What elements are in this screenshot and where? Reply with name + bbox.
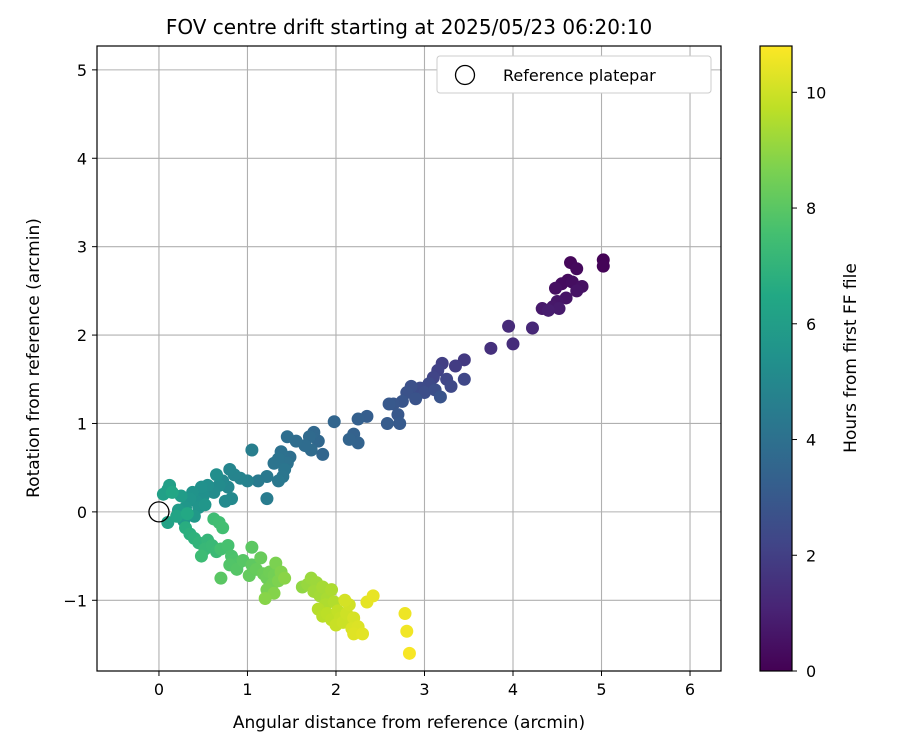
data-point [506,337,520,351]
data-point [198,498,212,512]
grid-lines [97,46,721,671]
legend-marker [454,64,476,86]
data-point [325,583,339,597]
colorbar-gradient [759,45,793,672]
data-point [400,624,414,638]
data-point [541,303,555,317]
data-point [393,416,407,430]
x-tick-label: 0 [154,680,164,699]
x-tick-label: 4 [508,680,518,699]
y-tick-label: 3 [77,238,87,257]
reference-marker [148,501,170,523]
x-axis-ticks: 0 1 2 3 4 5 6 [154,671,695,699]
data-point [444,379,458,393]
colorbar: 0 2 4 6 8 10 Hours from first FF file [759,45,861,681]
data-point [214,571,228,585]
colorbar-tick-label: 8 [806,199,816,218]
data-point [254,551,268,565]
colorbar-ticks: 0 2 4 6 8 10 [792,83,826,681]
y-tick-label: 4 [77,149,87,168]
plot-frame [96,45,722,672]
data-point [525,321,539,335]
data-point [260,492,274,506]
x-tick-label: 3 [419,680,429,699]
data-point [271,474,285,488]
legend: Reference platepar [436,55,712,94]
data-point [409,392,423,406]
data-point [258,592,272,606]
data-point [194,549,208,563]
legend-entry-label: Reference platepar [503,66,656,85]
data-point [433,390,447,404]
colorbar-tick-label: 6 [806,315,816,334]
data-point [484,341,498,355]
data-point [398,607,412,621]
y-axis-ticks: −1 0 1 2 3 4 5 [63,61,97,610]
colorbar-tick-label: 10 [806,83,826,102]
colorbar-label: Hours from first FF file [841,263,861,453]
y-tick-label: 0 [77,503,87,522]
x-tick-label: 2 [331,680,341,699]
y-tick-label: 2 [77,326,87,345]
x-tick-label: 6 [685,680,695,699]
data-point [251,474,265,488]
data-point [223,462,237,476]
data-point [552,302,566,316]
colorbar-tick-label: 0 [806,662,816,681]
data-point [457,372,471,386]
reference-platepar-marker [148,501,170,523]
x-axis-label: Angular distance from reference (arcmin) [233,713,585,733]
colorbar-tick-label: 2 [806,546,816,565]
data-point [280,430,294,444]
data-point [502,319,516,333]
data-point [448,359,462,373]
data-point [382,397,396,411]
legend-box [436,55,712,94]
data-point [570,284,584,298]
chart-title: FOV centre drift starting at 2025/05/23 … [166,15,652,39]
data-point [570,262,584,276]
data-point [218,494,232,508]
data-point [356,627,370,641]
data-point [338,593,352,607]
data-point [380,416,394,430]
data-point [216,521,230,535]
data-point [278,571,292,585]
data-point [342,432,356,446]
data-point [209,468,223,482]
data-point [165,485,179,499]
data-point [170,509,184,523]
y-axis-label: Rotation from reference (arcmin) [24,218,44,498]
data-point [245,540,259,554]
data-point [327,415,341,429]
data-point [316,447,330,461]
y-tick-label: 5 [77,61,87,80]
data-point [402,646,416,660]
y-tick-label: 1 [77,414,87,433]
data-point [548,281,562,295]
data-point [221,538,235,552]
colorbar-tick-label: 4 [806,431,816,450]
data-point [351,412,365,426]
scatter-points [156,253,610,660]
x-tick-label: 5 [596,680,606,699]
data-point [180,507,194,521]
y-tick-label: −1 [63,591,87,610]
data-point [366,589,380,603]
data-point [245,443,259,457]
data-point [596,259,610,273]
x-tick-label: 1 [242,680,252,699]
data-point [267,456,281,470]
